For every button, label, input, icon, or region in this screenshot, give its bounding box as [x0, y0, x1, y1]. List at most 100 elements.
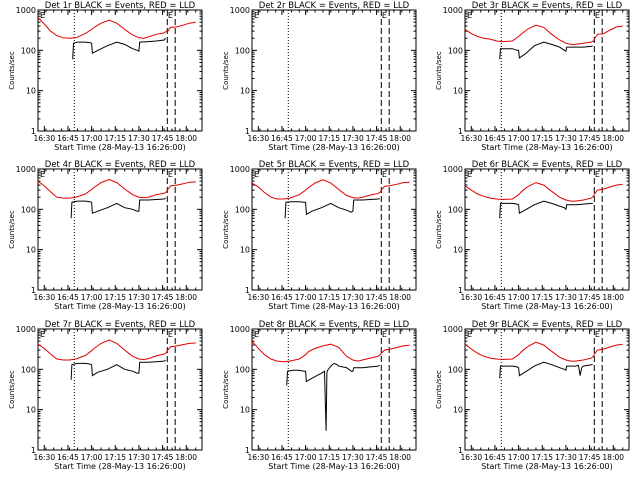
plot-frame: [464, 328, 630, 451]
x-tick-label: 17:45: [366, 453, 388, 462]
events-series-line: [70, 359, 166, 380]
x-tick-label: 18:00: [175, 453, 197, 462]
e-marker: E: [595, 11, 600, 20]
e-marker: E: [40, 11, 45, 20]
x-tick-label: 16:45: [271, 293, 293, 302]
detector-panel: Det 5r BLACK = Events, RED = LLD 1 10 100 10…: [222, 160, 417, 311]
x-tick-label: 17:00: [81, 134, 103, 143]
x-tick-label: 16:45: [484, 293, 506, 302]
events-series-line: [286, 362, 380, 431]
detector-panel: Det 3r BLACK = Events, RED = LLD 1 10 100 10…: [435, 1, 630, 152]
plot-frame: [464, 168, 630, 291]
y-tick-label: 1: [31, 127, 36, 136]
y-tick-label: 1000: [230, 165, 250, 174]
y-tick-label: 100: [448, 46, 463, 55]
e-marker: E: [467, 11, 472, 20]
x-tick-label: 16:45: [484, 453, 506, 462]
y-axis-label: Counts/sec: [8, 210, 16, 249]
x-tick-label: 17:30: [342, 293, 364, 302]
e-marker: E: [168, 170, 173, 179]
y-tick-label: 10: [453, 246, 463, 255]
y-axis-label: Counts/sec: [222, 210, 230, 249]
e-marker: E: [254, 11, 259, 20]
x-axis-label: Start Time (28-May-13 16:26:00): [268, 462, 399, 471]
events-series-line: [284, 198, 380, 219]
plot-frame: [251, 328, 417, 451]
x-tick-label: 16:30: [33, 453, 55, 462]
y-tick-label: 1: [245, 446, 250, 455]
y-tick-label: 10: [26, 246, 36, 255]
x-tick-label: 17:00: [295, 293, 317, 302]
y-tick-label: 1000: [443, 6, 463, 15]
x-tick-label: 16:30: [247, 453, 269, 462]
y-tick-label: 1000: [16, 325, 36, 334]
x-tick-label: 16:30: [460, 134, 482, 143]
events-series-line: [70, 197, 166, 219]
e-marker: E: [254, 170, 259, 179]
x-tick-label: 17:00: [508, 453, 530, 462]
y-axis-label: Counts/sec: [8, 370, 16, 409]
x-tick-label: 17:30: [128, 293, 150, 302]
x-tick-label: 17:45: [152, 134, 174, 143]
x-axis-label: Start Time (28-May-13 16:26:00): [54, 462, 185, 471]
x-tick-label: 17:00: [295, 453, 317, 462]
x-tick-label: 18:00: [175, 293, 197, 302]
x-tick-label: 17:30: [342, 453, 364, 462]
x-tick-label: 18:00: [175, 134, 197, 143]
y-tick-label: 1: [31, 446, 36, 455]
x-tick-label: 17:15: [531, 134, 553, 143]
panel-title: Det 5r BLACK = Events, RED = LLD: [259, 160, 410, 170]
events-series-line: [499, 361, 593, 379]
detector-panel: Det 9r BLACK = Events, RED = LLD 1 10 100 10…: [435, 320, 630, 471]
detector-panel: Det 4r BLACK = Events, RED = LLD 1 10 100 10…: [8, 160, 203, 311]
plot-frame: [37, 168, 203, 291]
x-axis-label: Start Time (28-May-13 16:26:00): [54, 143, 185, 152]
y-tick-label: 100: [21, 365, 36, 374]
x-tick-label: 18:00: [602, 293, 624, 302]
detector-panel: Det 7r BLACK = Events, RED = LLD 1 10 100 10…: [8, 320, 203, 471]
y-tick-label: 10: [240, 406, 250, 415]
lld-series-line: [464, 341, 623, 362]
x-tick-label: 17:15: [531, 293, 553, 302]
lld-series-line: [464, 182, 623, 202]
plot-frame: [37, 328, 203, 451]
y-tick-label: 1000: [16, 6, 36, 15]
e-marker: E: [382, 11, 387, 20]
x-tick-label: 16:30: [247, 293, 269, 302]
x-tick-label: 17:45: [366, 293, 388, 302]
y-tick-label: 1000: [16, 165, 36, 174]
y-tick-label: 1000: [443, 325, 463, 334]
e-marker: E: [467, 330, 472, 339]
x-tick-label: 16:30: [460, 293, 482, 302]
x-tick-label: 17:45: [152, 293, 174, 302]
plot-frame: [251, 168, 417, 291]
panel-title: Det 7r BLACK = Events, RED = LLD: [45, 320, 196, 330]
detector-panel: Det 2r BLACK = Events, RED = LLD 1 10 100 10…: [222, 1, 417, 152]
plot-frame: [251, 9, 417, 132]
y-tick-label: 1: [245, 286, 250, 295]
x-tick-label: 17:15: [104, 453, 126, 462]
x-tick-label: 17:15: [104, 134, 126, 143]
x-tick-label: 16:30: [460, 453, 482, 462]
x-tick-label: 18:00: [389, 453, 411, 462]
x-tick-label: 16:45: [57, 293, 79, 302]
panel-title: Det 8r BLACK = Events, RED = LLD: [259, 320, 410, 330]
x-tick-label: 17:30: [128, 453, 150, 462]
x-tick-label: 17:45: [579, 134, 601, 143]
x-axis-label: Start Time (28-May-13 16:26:00): [268, 302, 399, 311]
x-tick-label: 16:45: [271, 453, 293, 462]
y-tick-label: 1: [31, 286, 36, 295]
e-marker: E: [467, 170, 472, 179]
y-tick-label: 1000: [443, 165, 463, 174]
panel-title: Det 2r BLACK = Events, RED = LLD: [259, 1, 410, 11]
panel-title: Det 3r BLACK = Events, RED = LLD: [472, 1, 623, 11]
events-series-line: [499, 41, 593, 60]
y-tick-label: 1: [458, 127, 463, 136]
e-marker: E: [595, 170, 600, 179]
y-tick-label: 100: [448, 365, 463, 374]
e-marker: E: [168, 11, 173, 20]
e-marker: E: [40, 170, 45, 179]
x-tick-label: 18:00: [389, 134, 411, 143]
panel-title: Det 9r BLACK = Events, RED = LLD: [472, 320, 623, 330]
x-tick-label: 18:00: [602, 134, 624, 143]
